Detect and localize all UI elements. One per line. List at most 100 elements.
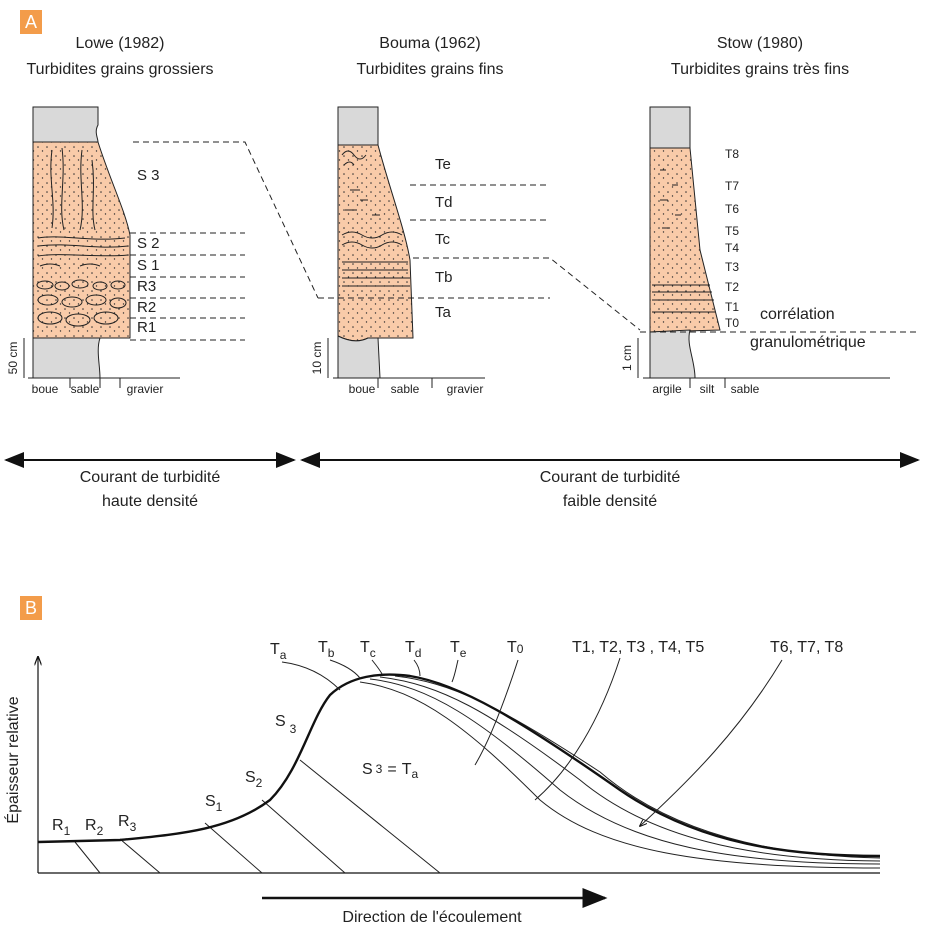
- axis-label: sable: [391, 382, 420, 396]
- layer-label: T1: [725, 300, 739, 314]
- layer-label: S1: [205, 793, 223, 814]
- label-base: R: [118, 813, 130, 830]
- label-base: T: [360, 639, 370, 656]
- label-sub: 2: [256, 776, 263, 790]
- drawing-shape: [71, 279, 89, 289]
- layer-label: S 2: [137, 235, 160, 252]
- axis-label: boue: [32, 382, 59, 396]
- label-sub: d: [415, 646, 422, 660]
- group-label: T6, T7, T8: [770, 639, 843, 656]
- drawing-shape: [20, 596, 42, 620]
- layer-label: Ta: [435, 304, 452, 321]
- layer-label: Tb: [435, 269, 453, 286]
- label-base: T: [405, 639, 415, 656]
- column-subtitle: Turbidites grains fins: [356, 61, 503, 78]
- layer-label: R3: [137, 278, 156, 295]
- panel-label: A: [25, 12, 37, 32]
- column-title: Stow (1980): [717, 35, 803, 52]
- drawing-line: [649, 147, 721, 333]
- axis-label: silt: [700, 382, 715, 396]
- layer-label: Td: [435, 194, 453, 211]
- axis-label: argile: [652, 382, 682, 396]
- layer-label: S2: [245, 769, 263, 790]
- drawing-shape: [65, 313, 91, 327]
- label-base: S: [362, 761, 373, 778]
- layer-label: Tc: [360, 639, 376, 660]
- drawing-line: [689, 378, 726, 388]
- drawing-line: [377, 378, 433, 388]
- label-sub: 3: [376, 762, 383, 776]
- correlation-label: granulométrique: [750, 334, 866, 351]
- layer-label: T7: [725, 179, 739, 193]
- drawing-shape: [36, 279, 127, 327]
- scale-label: 1 cm: [620, 345, 634, 371]
- drawing-shape: [20, 10, 42, 34]
- layer-label: R2: [85, 817, 104, 838]
- layer-label: R2: [137, 299, 156, 316]
- drawing-line: [50, 147, 96, 231]
- label-sub: 3: [130, 820, 137, 834]
- drawing-line: [130, 141, 319, 341]
- drawing-line: [281, 657, 783, 826]
- layer-label: Te: [435, 156, 451, 173]
- layer-label: S 3: [137, 167, 160, 184]
- column-subtitle: Turbidites grains très fins: [671, 61, 849, 78]
- drawing-shape: [37, 294, 59, 306]
- equation-op: =: [387, 761, 396, 778]
- layer-label: Ta: [270, 641, 287, 662]
- current-label: Courant de turbidité: [80, 469, 221, 486]
- label-base: R: [52, 817, 64, 834]
- drawing-line: [32, 141, 131, 339]
- drawing-line: [32, 106, 99, 143]
- drawing-line: [337, 335, 381, 379]
- layer-label: R1: [137, 319, 156, 336]
- layer-label: T4: [725, 241, 739, 255]
- axis-label: gravier: [127, 382, 164, 396]
- axis-label: boue: [349, 382, 376, 396]
- label-base: S: [275, 713, 286, 730]
- label-base: T: [402, 761, 412, 778]
- label-sub: b: [328, 646, 335, 660]
- layer-label: Td: [405, 639, 421, 660]
- label-sub: 3: [290, 722, 297, 736]
- drawing-line: [359, 681, 881, 869]
- y-axis-label: Épaisseur relative: [3, 696, 22, 823]
- panel-label: B: [25, 598, 37, 618]
- label-sub: 1: [216, 800, 223, 814]
- label-sub: 2: [97, 824, 104, 838]
- drawing-line: [69, 378, 121, 388]
- layer-label: T0: [725, 316, 739, 330]
- layer-label: T6: [725, 202, 739, 216]
- drawing-line: [649, 106, 691, 149]
- label-base: T: [450, 639, 460, 656]
- drawing-line: [394, 675, 881, 859]
- drawing-line: [379, 676, 881, 862]
- label-sub: 0: [517, 642, 524, 656]
- layer-label: T2: [725, 280, 739, 294]
- layer-label: R1: [52, 817, 71, 838]
- layer-label: T3: [725, 260, 739, 274]
- scale-label: 10 cm: [310, 342, 324, 375]
- current-label: Courant de turbidité: [540, 469, 681, 486]
- drawing-line: [341, 150, 410, 287]
- column-title: Bouma (1962): [379, 35, 480, 52]
- column-title: Lowe (1982): [76, 35, 165, 52]
- axis-label: sable: [71, 382, 100, 396]
- drawing-shape: [61, 296, 83, 308]
- scale-label: 50 cm: [6, 342, 20, 375]
- layer-label: T0: [507, 639, 524, 656]
- group-label: T1, T2, T3 , T4, T5: [572, 639, 704, 656]
- drawing-line: [37, 236, 129, 267]
- drawing-line: [318, 184, 641, 331]
- drawing-shape: [110, 280, 126, 290]
- drawing-shape: [37, 311, 63, 325]
- drawing-shape: [36, 280, 54, 290]
- drawing-shape: [85, 294, 107, 306]
- label-sub: c: [370, 646, 376, 660]
- label-base: T: [507, 639, 517, 656]
- layer-label: R3: [118, 813, 137, 834]
- drawing-shape: [92, 281, 108, 291]
- layer-label: T5: [725, 224, 739, 238]
- drawing-line: [37, 673, 881, 858]
